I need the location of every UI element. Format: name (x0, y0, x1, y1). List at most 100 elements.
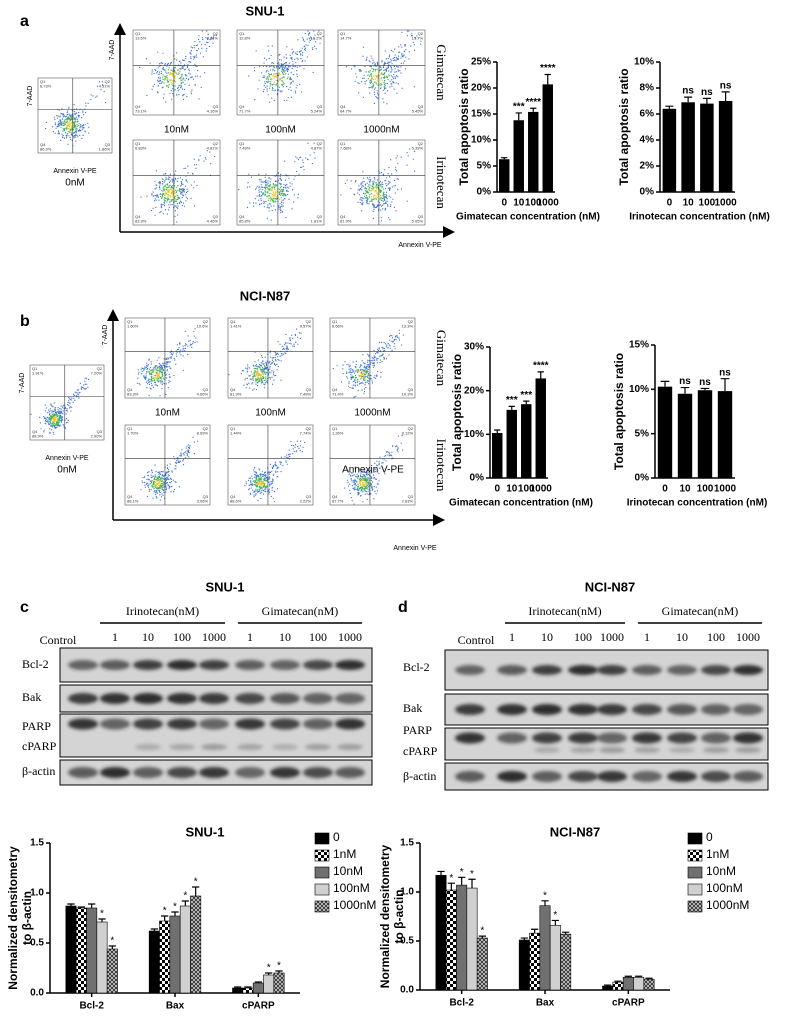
dose-label: 10 (142, 630, 154, 644)
axis-label: Annexin V-PE (53, 168, 97, 175)
protein-band (632, 732, 662, 744)
bar (252, 982, 264, 994)
bar (75, 907, 87, 994)
condition-label: 10nM (164, 125, 189, 136)
cell-cloud (268, 188, 279, 198)
quadrant-percent: 1.26% (332, 431, 344, 436)
quadrant-name: Q3 (213, 104, 219, 109)
cell-cloud (352, 367, 370, 382)
cell-cloud (148, 366, 165, 383)
protein-band (167, 693, 197, 704)
error-bar (523, 400, 530, 405)
protein-band (68, 767, 98, 778)
error-bar (244, 986, 252, 988)
bar (539, 905, 551, 991)
protein-band (133, 660, 163, 670)
quadrant-name: Q3 (317, 214, 323, 219)
dose-label: 1000 (202, 630, 226, 644)
legend-swatch (687, 883, 703, 896)
quadrant-name: Q3 (203, 387, 209, 392)
protein-band (701, 665, 731, 675)
protein-band (167, 718, 197, 730)
quadrant-name: Q1 (32, 366, 38, 371)
quadrant-percent: 87.7% (332, 499, 344, 504)
protein-band (199, 718, 229, 730)
dose-label: 1000 (600, 630, 624, 644)
error-bar (98, 918, 106, 922)
quadrant-percent: 3.06% (197, 499, 209, 504)
x-axis-label: Gimatecan concentration (nM) (456, 212, 600, 223)
cell-cloud (358, 479, 367, 487)
protein-band (632, 771, 662, 782)
quadrant-percent: 5.39% (412, 146, 424, 151)
x-tick-label: 0 (667, 198, 673, 209)
error-bar (604, 984, 612, 987)
quadrant-name: Q4 (332, 387, 338, 392)
panel-letter: b (20, 313, 30, 330)
quadrant-name: Q1 (239, 141, 245, 146)
y-tick-label: 10% (471, 135, 491, 146)
quadrant-name: Q4 (135, 104, 141, 109)
legend-label: 100nM (333, 881, 370, 895)
legend-label: 0 (333, 830, 340, 844)
bar (86, 907, 98, 994)
quadrant-name: Q1 (127, 319, 133, 324)
cell-cloud (164, 188, 176, 198)
x-tick-label: 10 (683, 198, 695, 209)
quadrant-percent: 10.3% (402, 392, 414, 397)
significance-label: * (460, 867, 464, 878)
quadrant-name: Q1 (135, 141, 141, 146)
stray-label: Annexin V-PE (342, 465, 404, 476)
legend-swatch (687, 832, 703, 845)
quadrant-percent: 7.74% (300, 431, 312, 436)
quadrant-percent: 1.91% (32, 371, 44, 376)
dose-label: 100 (173, 630, 191, 644)
flow-plot-frame (37, 77, 113, 154)
y-tick-label: 5% (635, 428, 650, 439)
bar (242, 987, 254, 994)
y-axis-label: to β-actin (392, 890, 406, 944)
y-tick-label: 8% (640, 83, 655, 94)
cell-line-title: NCI-N87 (240, 288, 291, 303)
quadrant-name: Q1 (230, 426, 236, 431)
quadrant-percent: 14.7% (340, 36, 352, 41)
dose-label: 10 (676, 630, 688, 644)
bar (499, 159, 510, 192)
y-tick-label: 20% (471, 83, 491, 94)
protein-band (733, 732, 763, 744)
protein-band (532, 771, 562, 782)
bar (492, 433, 503, 478)
flow-plot-frame (227, 424, 314, 506)
error-bar (108, 945, 116, 949)
condition-label: 0nM (57, 465, 76, 476)
quadrant-percent: 81.9% (230, 392, 242, 397)
protein-band (733, 665, 763, 675)
protein-band (667, 665, 697, 675)
bar (602, 985, 614, 991)
dose-label: 1 (112, 630, 118, 644)
protein-band (632, 665, 662, 675)
quadrant-name: Q3 (97, 429, 103, 434)
error-bar (275, 970, 283, 973)
legend-swatch (314, 900, 330, 913)
x-tick-label: 0 (501, 198, 507, 209)
quadrant-percent: 4.87% (311, 146, 323, 151)
cell-cloud (344, 435, 404, 505)
y-tick-label: 0% (470, 473, 485, 484)
protein-band (199, 693, 229, 704)
y-axis-label: Total apoptosis ratio (612, 353, 626, 470)
dose-label: 10 (279, 630, 291, 644)
cell-cloud (162, 66, 184, 89)
cell-cloud (371, 72, 383, 83)
x-tick-label: 0 (662, 484, 668, 495)
quadrant-percent: 4.81% (207, 146, 219, 151)
significance-label: * (277, 961, 281, 972)
x-axis-label: Irinotecan concentration (nM) (629, 212, 770, 223)
protein-band (235, 767, 265, 778)
protein-band (270, 718, 300, 730)
quadrant-percent: 88.6% (230, 499, 242, 504)
significance-label: **** (533, 361, 549, 372)
quadrant-name: Q2 (408, 426, 414, 431)
y-tick-label: 0.0 (400, 985, 414, 996)
protein-band (100, 693, 130, 704)
